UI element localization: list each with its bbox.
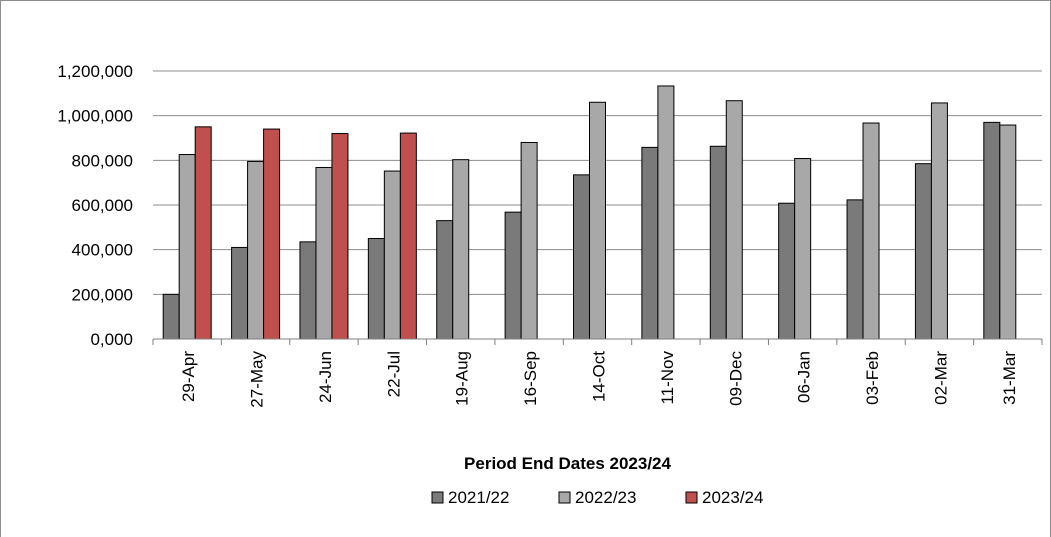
bar-2021-22-11-Nov <box>641 146 659 340</box>
y-axis-tick-labels: 0,000 200,000 400,000 600,000 800,000 1,000,0… <box>57 62 133 349</box>
legend-label: 2022/23 <box>575 488 636 507</box>
y-tick-label: 200,000 <box>72 285 133 304</box>
x-tick-label: 27-May <box>248 351 267 408</box>
legend-label: 2023/24 <box>702 488 763 507</box>
y-tick-label: 400,000 <box>72 241 133 260</box>
legend-label: 2021/22 <box>448 488 509 507</box>
y-tick-label: 800,000 <box>72 151 133 170</box>
bar-2021-22-02-Mar <box>914 163 932 340</box>
bar-2023-24-22-Jul <box>399 132 417 340</box>
x-tick-label: 29-Apr <box>179 351 198 402</box>
x-tick-label: 16-Sep <box>521 351 540 406</box>
bar-2022-23-31-Mar <box>999 124 1017 340</box>
bar-2022-23-02-Mar <box>930 102 948 340</box>
bar-2022-23-29-Apr <box>178 154 196 340</box>
y-tick-label: 1,000,000 <box>57 107 133 126</box>
bar-2021-22-24-Jun <box>299 241 317 340</box>
bar-2022-23-09-Dec <box>725 100 743 340</box>
x-tick-label: 22-Jul <box>384 351 403 397</box>
x-axis-tick-labels: 29-Apr 27-May 24-Jun 22-Jul 19-Aug 16-Sep 14-O… <box>179 351 1019 408</box>
bar-2021-22-09-Dec <box>709 145 727 340</box>
bar-2021-22-19-Aug <box>436 220 454 340</box>
bar-2022-23-24-Jun <box>315 166 333 340</box>
bar-2022-23-03-Feb <box>862 122 880 340</box>
x-tick-label: 14-Oct <box>590 351 609 402</box>
x-tick-label: 02-Mar <box>931 351 950 405</box>
legend: 2021/22 2022/23 2023/24 <box>431 488 763 507</box>
bar-2022-23-16-Sep <box>520 141 538 340</box>
legend-swatch <box>431 491 444 504</box>
y-tick-label: 600,000 <box>72 196 133 215</box>
bar-2021-22-29-Apr <box>162 293 180 340</box>
legend-swatch <box>558 491 571 504</box>
bar-2021-22-27-May <box>231 246 249 340</box>
x-tick-label: 06-Jan <box>795 351 814 403</box>
bar-2021-22-22-Jul <box>367 238 385 340</box>
bar-2022-23-06-Jan <box>794 158 812 340</box>
bar-2022-23-14-Oct <box>589 101 606 340</box>
x-tick-label: 31-Mar <box>1000 351 1019 405</box>
bar-2023-24-27-May <box>263 128 281 340</box>
bar-2021-22-03-Feb <box>846 199 864 340</box>
x-tick-label: 24-Jun <box>316 351 335 403</box>
bar-2022-23-11-Nov <box>657 85 675 340</box>
bar-2023-24-29-Apr <box>194 126 212 340</box>
bar-2022-23-27-May <box>247 160 265 340</box>
bars <box>162 85 1017 340</box>
x-tick-label: 03-Feb <box>863 351 882 405</box>
bar-2022-23-19-Aug <box>452 159 470 340</box>
legend-swatch <box>685 491 698 504</box>
bar-2023-24-24-Jun <box>331 133 349 340</box>
x-axis <box>152 338 1043 345</box>
x-tick-label: 19-Aug <box>453 351 472 406</box>
x-axis-title: Period End Dates 2023/24 <box>464 454 671 473</box>
y-tick-label: 0,000 <box>90 330 133 349</box>
y-tick-label: 1,200,000 <box>57 62 133 81</box>
bar-2021-22-31-Mar <box>983 121 1001 340</box>
bar-2022-23-22-Jul <box>383 170 401 340</box>
bar-2021-22-06-Jan <box>778 202 796 340</box>
bar-2021-22-16-Sep <box>504 211 522 340</box>
bar-2021-22-14-Oct <box>573 174 590 340</box>
x-tick-label: 09-Dec <box>726 351 745 406</box>
x-tick-label: 11-Nov <box>658 351 677 405</box>
